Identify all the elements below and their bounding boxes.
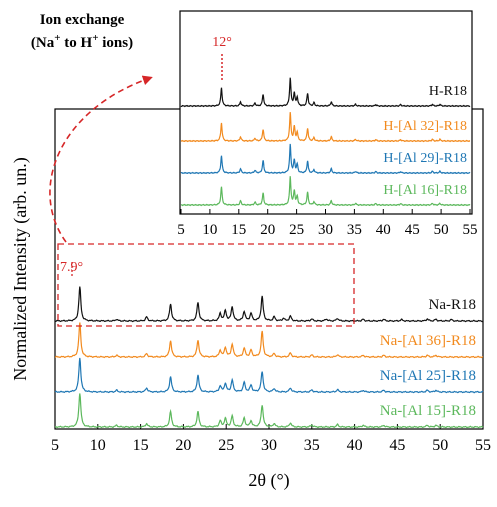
inset-series-labels: H-R18 H-[Al 32]-R18 H-[Al 29]-R18 H-[Al 16]… [383, 84, 467, 198]
x-tick-label: 35 [304, 437, 320, 454]
x-tick-label: 35 [347, 222, 362, 238]
x-tick-label: 15 [133, 437, 149, 454]
x-tick-label: 5 [177, 222, 185, 238]
inset-x-ticks: 5 10 15 20 25 30 35 40 45 50 55 [177, 209, 478, 238]
ion-exchange-title: Ion exchange [40, 12, 125, 28]
x-tick-label: 25 [289, 222, 304, 238]
series-label: Na-[Al 36]-R18 [380, 333, 476, 349]
x-tick-label: 45 [405, 222, 420, 238]
series-line [54, 393, 484, 429]
x-tick-label: 55 [475, 437, 491, 454]
x-tick-label: 50 [432, 437, 448, 454]
x-tick-label: 5 [51, 437, 59, 454]
inset-plot-frame [179, 10, 473, 215]
main-series-labels: Na-R18 Na-[Al 36]-R18 Na-[Al 25]-R18 Na-[Al… [380, 297, 476, 419]
series-line [55, 322, 484, 359]
series-line [180, 176, 471, 207]
inset-series-group [180, 77, 471, 207]
x-tick-label: 30 [261, 437, 277, 454]
series-label: H-R18 [429, 84, 467, 99]
series-line [180, 143, 471, 175]
series-label: Na-[Al 25]-R18 [380, 368, 476, 384]
main-x-axis-label: 2θ (°) [248, 470, 289, 491]
ion-exchange-arrow [49, 75, 153, 243]
series-line [54, 286, 484, 323]
x-tick-label: 40 [376, 222, 391, 238]
series-line [54, 357, 484, 394]
series-label: H-[Al 16]-R18 [383, 183, 467, 198]
x-tick-label: 30 [318, 222, 333, 238]
series-line [180, 77, 471, 108]
main-series-group [54, 286, 484, 429]
x-tick-label: 50 [434, 222, 449, 238]
main-x-ticks: 5 10 15 20 25 30 35 40 45 50 55 [51, 424, 491, 454]
x-tick-label: 40 [347, 437, 363, 454]
series-label: H-[Al 32]-R18 [383, 119, 467, 134]
series-label: Na-[Al 15]-R18 [380, 403, 476, 419]
ion-exchange-subtitle: (Na+ to H+ ions) [31, 32, 133, 51]
main-y-axis-label: Normalized Intensity (arb. un.) [10, 157, 31, 380]
series-line [180, 112, 471, 143]
inset-peak-annotation: 12° [212, 35, 232, 50]
x-tick-label: 55 [463, 222, 478, 238]
x-tick-label: 20 [175, 437, 191, 454]
x-tick-label: 25 [218, 437, 234, 454]
series-label: Na-R18 [429, 297, 477, 313]
series-label: H-[Al 29]-R18 [383, 151, 467, 166]
x-tick-label: 10 [90, 437, 106, 454]
x-tick-label: 45 [389, 437, 405, 454]
zoom-region-box [57, 243, 355, 327]
x-tick-label: 20 [260, 222, 275, 238]
x-tick-label: 10 [202, 222, 217, 238]
x-tick-label: 15 [231, 222, 246, 238]
